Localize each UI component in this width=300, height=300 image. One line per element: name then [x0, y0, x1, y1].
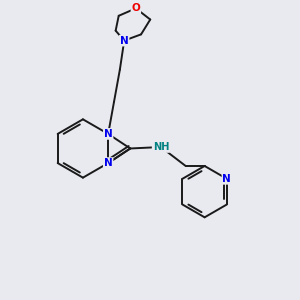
Text: N: N	[104, 129, 112, 139]
Text: N: N	[120, 36, 129, 46]
Text: NH: NH	[153, 142, 169, 152]
Text: N: N	[223, 174, 231, 184]
Text: O: O	[131, 3, 140, 14]
Text: N: N	[104, 158, 112, 168]
